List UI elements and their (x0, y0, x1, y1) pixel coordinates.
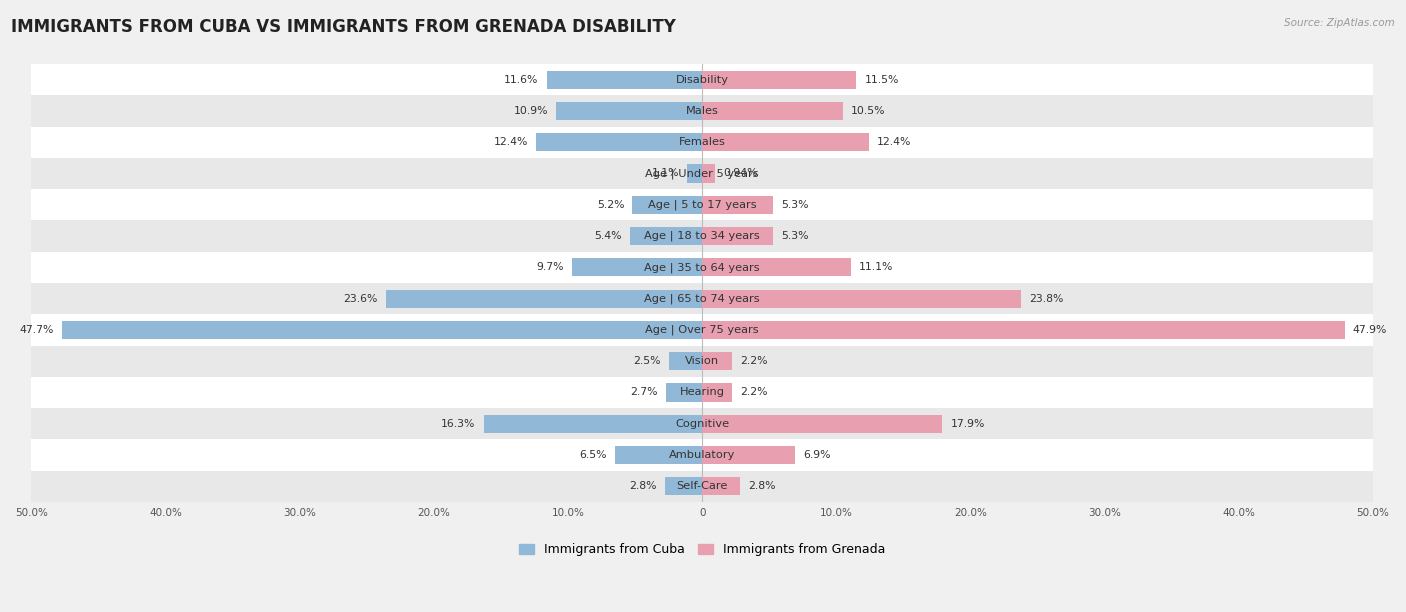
Text: Age | Over 75 years: Age | Over 75 years (645, 324, 759, 335)
Text: 23.6%: 23.6% (343, 294, 378, 304)
Bar (688, 165, 702, 182)
Text: 9.7%: 9.7% (537, 263, 564, 272)
Bar (0, 346, 1406, 377)
Bar (0, 314, 1406, 346)
Text: Females: Females (679, 137, 725, 147)
Text: 0.94%: 0.94% (723, 168, 758, 179)
Text: Age | 18 to 34 years: Age | 18 to 34 years (644, 231, 761, 241)
Text: Source: ZipAtlas.com: Source: ZipAtlas.com (1284, 18, 1395, 28)
Bar (702, 196, 773, 214)
Text: 47.7%: 47.7% (20, 325, 55, 335)
Bar (702, 133, 869, 151)
Text: Ambulatory: Ambulatory (669, 450, 735, 460)
Bar (62, 321, 702, 339)
Bar (0, 408, 1406, 439)
Text: Cognitive: Cognitive (675, 419, 730, 429)
Bar (702, 227, 773, 245)
Bar (630, 227, 702, 245)
Bar (0, 158, 1406, 189)
Bar (702, 321, 1344, 339)
Text: Age | 5 to 17 years: Age | 5 to 17 years (648, 200, 756, 210)
Text: 17.9%: 17.9% (950, 419, 984, 429)
Bar (555, 102, 702, 120)
Bar (614, 446, 702, 464)
Text: 12.4%: 12.4% (494, 137, 527, 147)
Bar (484, 415, 702, 433)
Bar (702, 165, 714, 182)
Bar (547, 70, 702, 89)
Text: 23.8%: 23.8% (1029, 294, 1064, 304)
Text: 5.3%: 5.3% (782, 231, 808, 241)
Text: 2.2%: 2.2% (740, 387, 768, 397)
Text: 2.5%: 2.5% (633, 356, 661, 366)
Text: 11.6%: 11.6% (505, 75, 538, 84)
Bar (669, 352, 702, 370)
Text: 11.5%: 11.5% (865, 75, 898, 84)
Bar (0, 220, 1406, 252)
Bar (665, 477, 702, 495)
Text: 2.8%: 2.8% (628, 481, 657, 491)
Bar (702, 102, 844, 120)
Text: 6.9%: 6.9% (803, 450, 831, 460)
Text: 11.1%: 11.1% (859, 263, 894, 272)
Text: 5.2%: 5.2% (598, 200, 624, 210)
Text: 16.3%: 16.3% (441, 419, 475, 429)
Bar (0, 64, 1406, 95)
Text: 47.9%: 47.9% (1353, 325, 1388, 335)
Bar (0, 252, 1406, 283)
Text: 5.3%: 5.3% (782, 200, 808, 210)
Text: Hearing: Hearing (679, 387, 724, 397)
Text: Vision: Vision (685, 356, 720, 366)
Text: 12.4%: 12.4% (876, 137, 911, 147)
Bar (702, 289, 1022, 308)
Text: Age | 65 to 74 years: Age | 65 to 74 years (644, 293, 761, 304)
Bar (0, 439, 1406, 471)
Bar (702, 477, 740, 495)
Text: Age | Under 5 years: Age | Under 5 years (645, 168, 759, 179)
Bar (536, 133, 702, 151)
Bar (702, 383, 731, 401)
Text: Males: Males (686, 106, 718, 116)
Bar (0, 95, 1406, 127)
Bar (572, 258, 702, 277)
Text: 10.9%: 10.9% (513, 106, 548, 116)
Bar (633, 196, 702, 214)
Bar (702, 415, 942, 433)
Bar (666, 383, 702, 401)
Text: Self-Care: Self-Care (676, 481, 728, 491)
Text: 2.8%: 2.8% (748, 481, 775, 491)
Bar (0, 471, 1406, 502)
Bar (0, 377, 1406, 408)
Text: 2.2%: 2.2% (740, 356, 768, 366)
Bar (702, 70, 856, 89)
Text: Disability: Disability (676, 75, 728, 84)
Legend: Immigrants from Cuba, Immigrants from Grenada: Immigrants from Cuba, Immigrants from Gr… (515, 539, 890, 561)
Text: 1.1%: 1.1% (652, 168, 679, 179)
Bar (702, 258, 851, 277)
Bar (0, 189, 1406, 220)
Text: 5.4%: 5.4% (595, 231, 621, 241)
Bar (385, 289, 702, 308)
Text: 6.5%: 6.5% (579, 450, 607, 460)
Text: 10.5%: 10.5% (851, 106, 886, 116)
Text: Age | 35 to 64 years: Age | 35 to 64 years (644, 262, 761, 272)
Bar (702, 446, 794, 464)
Text: IMMIGRANTS FROM CUBA VS IMMIGRANTS FROM GRENADA DISABILITY: IMMIGRANTS FROM CUBA VS IMMIGRANTS FROM … (11, 18, 676, 36)
Text: 2.7%: 2.7% (630, 387, 658, 397)
Bar (702, 352, 731, 370)
Bar (0, 283, 1406, 314)
Bar (0, 127, 1406, 158)
